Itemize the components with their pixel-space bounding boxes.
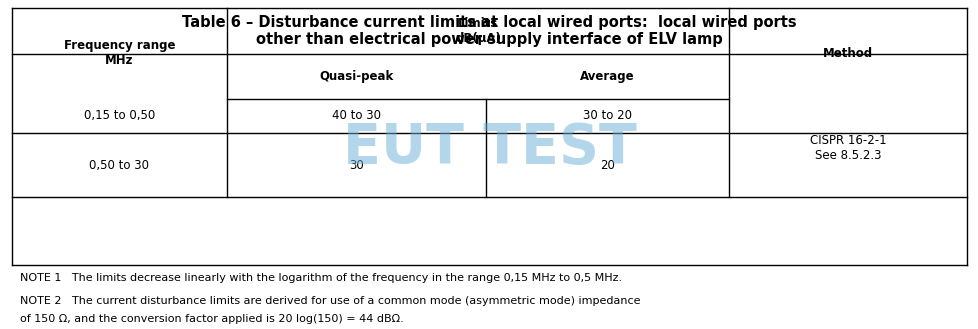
Text: 30 to 20: 30 to 20 — [582, 110, 632, 122]
Text: 30: 30 — [348, 159, 364, 172]
Text: Frequency range
MHz: Frequency range MHz — [64, 39, 175, 67]
Text: Limits
dB(μA): Limits dB(μA) — [455, 17, 501, 45]
Text: NOTE 2   The current disturbance limits are derived for use of a common mode (as: NOTE 2 The current disturbance limits ar… — [20, 296, 640, 306]
Text: 40 to 30: 40 to 30 — [332, 110, 380, 122]
Text: EUT TEST: EUT TEST — [342, 121, 636, 175]
Text: of 150 Ω, and the conversion factor applied is 20 log(150) = 44 dBΩ.: of 150 Ω, and the conversion factor appl… — [20, 314, 403, 324]
Text: Average: Average — [580, 70, 634, 83]
Text: 0,15 to 0,50: 0,15 to 0,50 — [84, 110, 155, 122]
Text: Method: Method — [822, 47, 872, 60]
Text: Table 6 – Disturbance current limits at local wired ports:  local wired ports
ot: Table 6 – Disturbance current limits at … — [182, 15, 796, 47]
Text: Quasi-peak: Quasi-peak — [319, 70, 393, 83]
Text: 20: 20 — [600, 159, 614, 172]
Text: CISPR 16-2-1
See 8.5.2.3: CISPR 16-2-1 See 8.5.2.3 — [809, 134, 886, 162]
Text: 0,50 to 30: 0,50 to 30 — [89, 159, 150, 172]
Text: NOTE 1   The limits decrease linearly with the logarithm of the frequency in the: NOTE 1 The limits decrease linearly with… — [20, 273, 621, 283]
